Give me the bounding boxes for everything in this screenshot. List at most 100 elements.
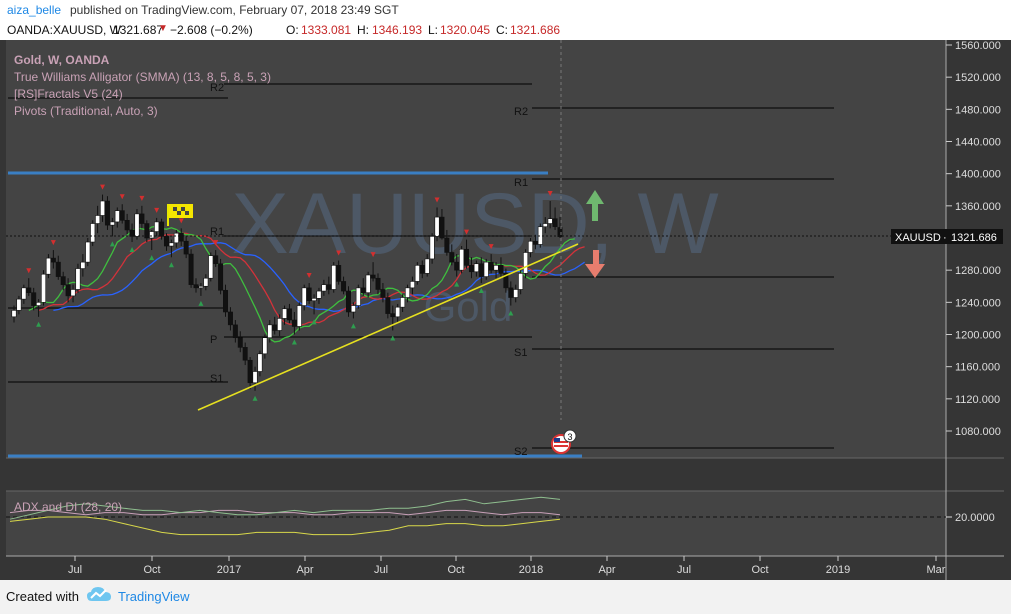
candle-down[interactable] bbox=[227, 311, 233, 326]
candle-up[interactable] bbox=[41, 273, 47, 303]
candle-down[interactable] bbox=[291, 319, 297, 327]
candle-up[interactable] bbox=[459, 248, 465, 271]
candle-down[interactable] bbox=[65, 284, 71, 297]
candle-down[interactable] bbox=[419, 265, 425, 274]
candle-down[interactable] bbox=[31, 292, 37, 306]
candle-down[interactable] bbox=[163, 236, 169, 247]
candle-down[interactable] bbox=[390, 313, 396, 318]
candle-down[interactable] bbox=[218, 263, 224, 291]
candle-up[interactable] bbox=[208, 255, 214, 279]
candle-down[interactable] bbox=[488, 261, 494, 271]
candle-down[interactable] bbox=[380, 289, 386, 298]
di-plus-line[interactable] bbox=[9, 496, 561, 520]
candle-down[interactable] bbox=[464, 248, 470, 266]
candle-up[interactable] bbox=[523, 252, 529, 274]
candle-up[interactable] bbox=[355, 287, 361, 306]
candle-down[interactable] bbox=[237, 337, 243, 348]
candle-up[interactable] bbox=[513, 289, 519, 298]
candle-up[interactable] bbox=[257, 353, 263, 372]
candle-up[interactable] bbox=[198, 285, 204, 289]
tradingview-link[interactable]: TradingView bbox=[118, 589, 190, 604]
time-axis[interactable]: Jul Oct 2017 Apr Jul Oct 2018 Apr Jul Oct 2019 Mar bbox=[68, 556, 946, 576]
adx-line[interactable] bbox=[9, 509, 561, 516]
candle-up[interactable] bbox=[16, 298, 22, 311]
legend-alligator[interactable]: True Williams Alligator (SMMA) (13, 8, 5… bbox=[14, 70, 271, 84]
candle-up[interactable] bbox=[282, 308, 288, 319]
candle-down[interactable] bbox=[552, 218, 558, 228]
candle-down[interactable] bbox=[375, 277, 381, 290]
flag-icon[interactable] bbox=[167, 204, 193, 226]
candle-up[interactable] bbox=[154, 221, 160, 232]
candle-up[interactable] bbox=[409, 281, 415, 289]
candle-up[interactable] bbox=[434, 216, 440, 237]
candle-up[interactable] bbox=[296, 305, 302, 327]
candle-down[interactable] bbox=[144, 223, 150, 239]
candle-down[interactable] bbox=[508, 287, 514, 298]
candle-down[interactable] bbox=[232, 324, 238, 339]
candle-up[interactable] bbox=[311, 298, 317, 302]
candle-down[interactable] bbox=[503, 273, 509, 289]
candle-up[interactable] bbox=[316, 290, 322, 299]
candle-down[interactable] bbox=[557, 227, 563, 237]
candle-up[interactable] bbox=[149, 231, 155, 239]
candle-down[interactable] bbox=[498, 265, 504, 274]
legend-fractals[interactable]: [RS]Fractals V5 (24) bbox=[14, 87, 123, 101]
candle-up[interactable] bbox=[365, 274, 371, 293]
candle-down[interactable] bbox=[247, 359, 253, 384]
candle-down[interactable] bbox=[345, 290, 351, 313]
candle-up[interactable] bbox=[518, 273, 524, 290]
candle-down[interactable] bbox=[178, 232, 184, 242]
candle-down[interactable] bbox=[468, 265, 474, 273]
candle-up[interactable] bbox=[70, 289, 76, 297]
candle-down[interactable] bbox=[286, 308, 292, 321]
candle-up[interactable] bbox=[21, 287, 27, 300]
candle-down[interactable] bbox=[188, 253, 194, 285]
candle-up[interactable] bbox=[11, 310, 17, 318]
candle-up[interactable] bbox=[414, 265, 420, 282]
candle-down[interactable] bbox=[55, 261, 61, 277]
candle-up[interactable] bbox=[321, 284, 327, 292]
candle-down[interactable] bbox=[119, 210, 125, 221]
candle-down[interactable] bbox=[272, 324, 278, 331]
candle-up[interactable] bbox=[395, 306, 401, 318]
candle-down[interactable] bbox=[104, 200, 110, 226]
us-flag-event-icon[interactable]: 3 bbox=[551, 429, 577, 454]
candle-up[interactable] bbox=[203, 277, 209, 287]
candle-up[interactable] bbox=[252, 371, 258, 384]
candle-down[interactable] bbox=[532, 240, 538, 245]
candle-down[interactable] bbox=[370, 274, 376, 279]
candle-down[interactable] bbox=[129, 229, 135, 237]
candle-up[interactable] bbox=[424, 258, 430, 274]
candle-up[interactable] bbox=[95, 215, 101, 224]
candle-down[interactable] bbox=[449, 252, 455, 263]
alligator-lips-line[interactable] bbox=[28, 225, 575, 343]
candle-up[interactable] bbox=[262, 337, 268, 355]
candle-up[interactable] bbox=[80, 261, 86, 269]
legend-pivots[interactable]: Pivots (Traditional, Auto, 3) bbox=[14, 104, 158, 118]
candle-up[interactable] bbox=[542, 223, 548, 228]
candle-down[interactable] bbox=[139, 213, 145, 224]
candle-down[interactable] bbox=[213, 255, 219, 265]
candle-up[interactable] bbox=[267, 324, 273, 339]
candle-down[interactable] bbox=[223, 289, 229, 313]
author-link[interactable]: aiza_belle bbox=[7, 3, 62, 17]
candle-down[interactable] bbox=[193, 284, 199, 289]
candle-down[interactable] bbox=[439, 216, 445, 239]
candle-up[interactable] bbox=[75, 268, 81, 290]
candle-up[interactable] bbox=[547, 218, 553, 224]
candle-up[interactable] bbox=[405, 287, 411, 298]
di-minus-line[interactable] bbox=[9, 516, 561, 536]
candle-up[interactable] bbox=[85, 241, 91, 263]
candle-down[interactable] bbox=[306, 287, 312, 302]
candle-up[interactable] bbox=[114, 210, 120, 223]
candle-up[interactable] bbox=[109, 221, 115, 226]
candle-up[interactable] bbox=[45, 257, 51, 275]
candle-down[interactable] bbox=[454, 261, 460, 271]
candle-down[interactable] bbox=[183, 240, 189, 255]
candle-down[interactable] bbox=[26, 287, 32, 293]
candle-down[interactable] bbox=[385, 297, 391, 314]
candle-down[interactable] bbox=[50, 257, 56, 263]
candle-down[interactable] bbox=[341, 281, 347, 292]
candle-up[interactable] bbox=[493, 265, 499, 271]
candle-down[interactable] bbox=[326, 284, 332, 290]
